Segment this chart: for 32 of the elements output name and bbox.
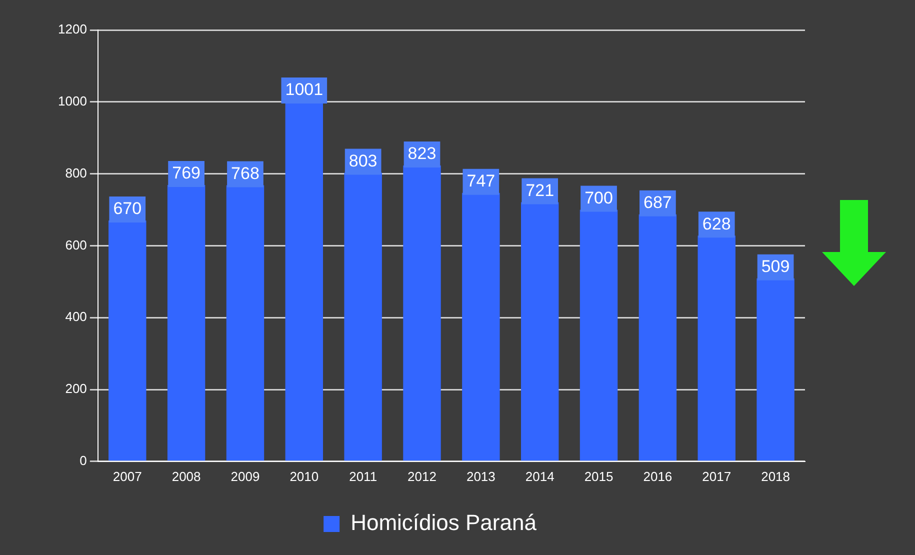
- y-tick-label: 600: [65, 237, 87, 252]
- x-tick-label: 2014: [525, 468, 554, 484]
- x-tick-label: 2008: [172, 468, 201, 484]
- y-tick-label: 200: [65, 381, 87, 396]
- x-tick-label: 2018: [761, 468, 790, 484]
- data-label: 628: [702, 214, 731, 234]
- data-label: 823: [408, 144, 436, 164]
- x-tick-label: 2015: [584, 468, 614, 484]
- y-tick-label: 1200: [58, 22, 87, 37]
- data-label: 687: [644, 193, 672, 212]
- legend-label: Homicídios Paraná: [350, 510, 538, 536]
- x-tick-label: 2016: [643, 468, 672, 484]
- data-label: 670: [113, 199, 142, 218]
- x-tick-label: 2011: [349, 468, 378, 484]
- x-tick-label: 2010: [290, 468, 319, 484]
- y-tick-label: 400: [65, 309, 87, 324]
- x-tick-label: 2009: [230, 468, 260, 484]
- x-tick-label: 2012: [408, 468, 436, 484]
- y-tick-label: 800: [65, 165, 87, 180]
- data-label: 803: [348, 151, 378, 170]
- x-tick-label: 2017: [702, 468, 732, 484]
- data-label: 747: [466, 172, 496, 191]
- data-label: 1001: [285, 80, 324, 100]
- data-label: 768: [231, 164, 260, 183]
- data-label: 721: [526, 180, 554, 200]
- y-tick-label: 1000: [58, 93, 87, 108]
- data-label: 769: [172, 164, 200, 183]
- data-label: 700: [584, 188, 613, 208]
- data-label: 509: [761, 257, 790, 276]
- y-tick-label: 0: [80, 452, 87, 468]
- x-tick-label: 2007: [112, 468, 142, 484]
- x-tick-label: 2013: [466, 468, 496, 484]
